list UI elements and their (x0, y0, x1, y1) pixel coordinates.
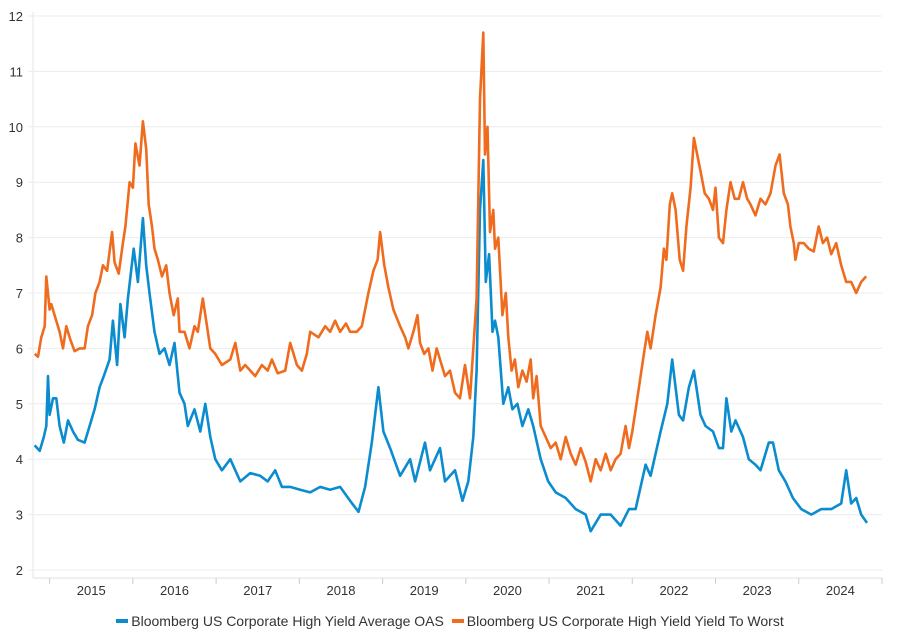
y-tick-label: 3 (16, 508, 23, 523)
y-tick-label: 12 (9, 9, 23, 24)
x-tick-label: 2017 (243, 583, 272, 598)
gridlines (28, 12, 882, 578)
y-tick-label: 10 (9, 120, 23, 135)
legend: Bloomberg US Corporate High Yield Averag… (0, 610, 900, 629)
x-tick-label: 2019 (410, 583, 439, 598)
legend-label-oas: Bloomberg US Corporate High Yield Averag… (131, 613, 444, 629)
legend-swatch-ytw (451, 619, 464, 623)
series-lines (33, 31, 869, 533)
x-tick-label: 2016 (160, 583, 189, 598)
legend-item-oas[interactable]: Bloomberg US Corporate High Yield Averag… (116, 613, 444, 629)
y-tick-label: 9 (16, 175, 23, 190)
x-axis: 2015 2016 2017 2018 2019 2020 2021 2022 2023 2024 (33, 577, 883, 598)
x-tick-label: 2018 (327, 583, 356, 598)
y-tick-label: 4 (16, 452, 23, 467)
x-tick-label: 2020 (493, 583, 522, 598)
y-tick-label: 5 (16, 397, 23, 412)
y-axis: 2 3 4 5 6 7 8 9 10 11 12 (9, 9, 23, 578)
y-tick-label: 8 (16, 231, 23, 246)
legend-swatch-oas (116, 619, 129, 623)
legend-item-ytw[interactable]: Bloomberg US Corporate High Yield Yield … (451, 613, 784, 629)
y-tick-label: 11 (10, 64, 24, 79)
x-tick-label: 2021 (576, 583, 605, 598)
y-tick-label: 2 (16, 563, 23, 578)
x-tick-label: 2015 (77, 583, 106, 598)
x-tick-label: 2022 (659, 583, 688, 598)
x-tick-label: 2023 (743, 583, 772, 598)
y-tick-label: 7 (16, 286, 23, 301)
series-line-yield-to-worst (33, 31, 868, 483)
x-tick-label: 2024 (826, 583, 855, 598)
series-line-average-oas (33, 158, 869, 533)
y-tick-label: 6 (16, 341, 23, 356)
legend-label-ytw: Bloomberg US Corporate High Yield Yield … (466, 613, 784, 629)
